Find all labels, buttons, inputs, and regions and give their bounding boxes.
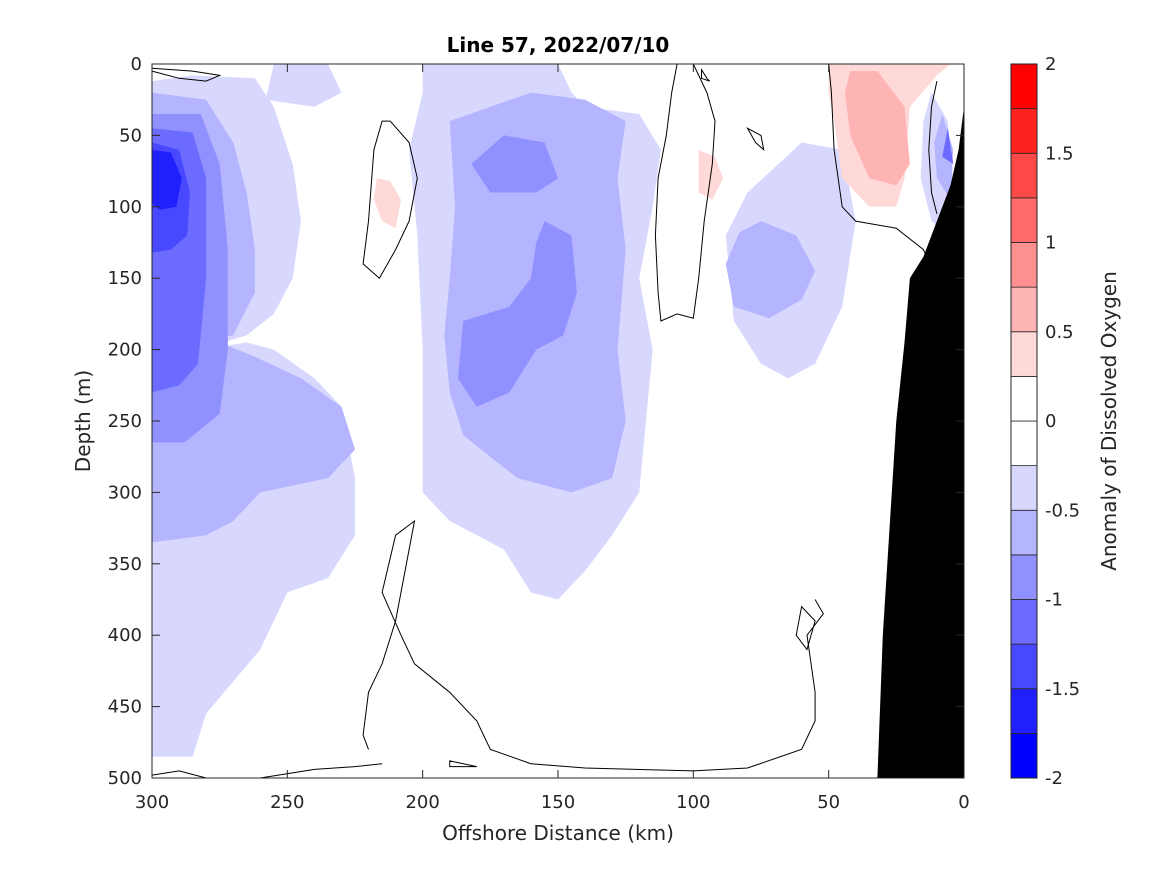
colorbar-level [1010, 732, 1038, 779]
y-tick-label: 50 [119, 125, 142, 146]
x-tick-label: 50 [817, 792, 840, 813]
contour-small-4 [795, 605, 816, 651]
fill-red-l2-a [844, 71, 910, 186]
contour-small-2 [746, 127, 765, 152]
contour-seamount [362, 519, 824, 772]
x-tick-label: 100 [676, 792, 710, 813]
colorbar-tick-label: 0 [1045, 411, 1056, 432]
y-tick-label: 200 [108, 340, 142, 361]
colorbar-level [1010, 331, 1038, 377]
y-tick-label: 100 [108, 197, 142, 218]
colorbar-level [1010, 554, 1038, 600]
contour-nearshore [654, 63, 716, 322]
colorbar-level [1010, 599, 1038, 645]
colorbar-tick-label: -1.5 [1045, 679, 1080, 700]
fill-blue-l1-b [265, 64, 342, 107]
colorbar-level [1010, 286, 1038, 333]
colorbar-level [1010, 197, 1038, 243]
x-tick-label: 150 [541, 792, 575, 813]
colorbar-tick-label: 1.5 [1045, 143, 1074, 164]
contour-top-left [151, 67, 222, 82]
fill-blue-l2-d [725, 221, 816, 319]
colorbar-level [1010, 375, 1038, 422]
colorbar-level [1010, 152, 1038, 199]
fill-blue-l3-c [457, 221, 577, 407]
y-tick-label: 300 [108, 482, 142, 503]
x-tick-label: 300 [135, 792, 169, 813]
y-tick-label: 400 [108, 625, 142, 646]
colorbar-border [1010, 63, 1038, 779]
zero-contour-lines [151, 63, 938, 779]
contour-small-3 [449, 760, 477, 768]
colorbar-level [1010, 108, 1038, 154]
fill-blue-l3-b [471, 135, 558, 193]
contour-coast [828, 63, 938, 279]
y-tick-label: 450 [108, 697, 142, 718]
x-tick-label: 200 [405, 792, 439, 813]
colorbar-level [1010, 465, 1038, 511]
colorbar-label: Anomaly of Dissolved Oxygen [1097, 271, 1121, 571]
colorbar-level [1010, 420, 1038, 467]
y-axis-label: Depth (m) [71, 370, 95, 472]
chart-title: Line 57, 2022/07/10 [447, 33, 670, 57]
x-axis-label: Offshore Distance (km) [442, 821, 674, 845]
y-axis: 0 50 100 150 200 250 300 350 400 450 500 [108, 54, 964, 789]
contour-island [362, 120, 418, 279]
colorbar-level [1010, 688, 1038, 734]
y-tick-label: 150 [108, 268, 142, 289]
fill-red-l1-b [373, 178, 401, 229]
colorbar: 2 1.5 1 0.5 0 -0.5 -1 -1.5 -2 [1010, 54, 1080, 789]
colorbar-tick-label: 2 [1045, 54, 1056, 75]
filled-contour-regions [152, 64, 954, 757]
fill-coast-blue-3 [942, 128, 954, 164]
fill-blue-l6-a [152, 149, 182, 210]
colorbar-tick-label: 0.5 [1045, 322, 1074, 343]
contour-bottom-left [151, 770, 207, 779]
y-tick-label: 500 [108, 768, 142, 789]
colorbar-level [1010, 242, 1038, 288]
x-tick-label: 250 [270, 792, 304, 813]
colorbar-level [1010, 63, 1038, 110]
colorbar-tick-label: 1 [1045, 233, 1056, 254]
colorbar-level [1010, 643, 1038, 690]
colorbar-tick-label: -1 [1045, 590, 1063, 611]
colorbar-tick-label: -2 [1045, 768, 1063, 789]
x-tick-label: 0 [958, 792, 969, 813]
colorbar-tick-label: -0.5 [1045, 500, 1080, 521]
y-tick-label: 350 [108, 554, 142, 575]
contour-coast-inner [928, 80, 938, 215]
contour-small-1 [701, 67, 710, 82]
y-tick-label: 0 [131, 54, 142, 75]
bathymetry-layer [877, 106, 964, 779]
bathymetry-seafloor [877, 106, 964, 779]
colorbar-level [1010, 509, 1038, 556]
y-tick-label: 250 [108, 411, 142, 432]
x-axis: 300 250 200 150 100 50 0 [135, 64, 970, 813]
